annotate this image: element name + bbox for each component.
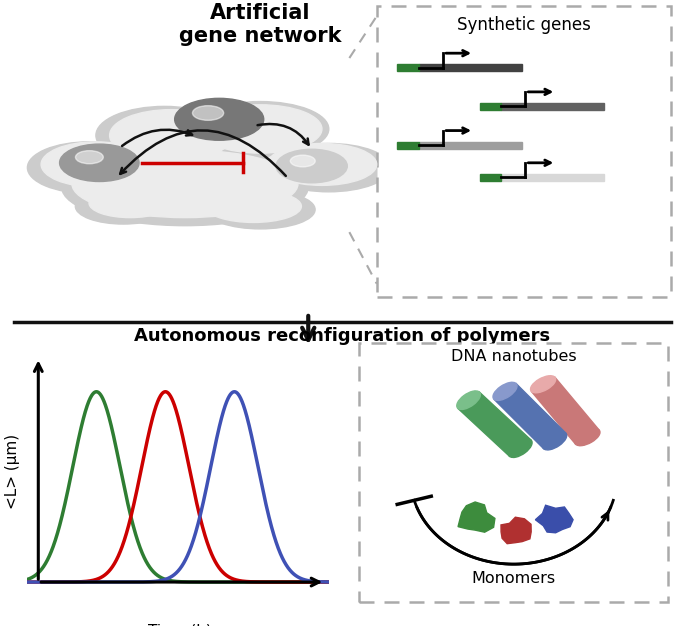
Ellipse shape [27, 142, 151, 193]
Polygon shape [501, 517, 531, 543]
Ellipse shape [530, 376, 556, 393]
Text: Monomers: Monomers [472, 571, 556, 586]
Circle shape [75, 151, 103, 164]
Ellipse shape [508, 439, 532, 458]
Ellipse shape [206, 190, 301, 222]
Bar [458, 392, 531, 456]
Ellipse shape [267, 143, 390, 192]
Circle shape [60, 144, 139, 182]
Bar [479, 174, 501, 181]
Text: <L> (μm): <L> (μm) [5, 434, 21, 509]
Bar [419, 141, 522, 148]
Text: DNA nanotubes: DNA nanotubes [451, 349, 577, 364]
Ellipse shape [575, 429, 600, 446]
Ellipse shape [192, 101, 329, 156]
Ellipse shape [199, 105, 322, 153]
Ellipse shape [72, 150, 298, 218]
Bar [419, 64, 522, 71]
FancyBboxPatch shape [377, 6, 671, 297]
Text: Autonomous reconfiguration of polymers: Autonomous reconfiguration of polymers [134, 327, 551, 345]
Ellipse shape [89, 188, 171, 218]
Ellipse shape [110, 110, 233, 162]
Ellipse shape [75, 188, 171, 224]
Ellipse shape [543, 432, 566, 450]
Circle shape [192, 106, 223, 120]
Ellipse shape [41, 142, 151, 187]
Polygon shape [458, 502, 495, 532]
Circle shape [175, 98, 264, 140]
Ellipse shape [457, 391, 480, 409]
Bar [501, 174, 604, 181]
Ellipse shape [267, 143, 377, 185]
Bar [479, 103, 501, 110]
Ellipse shape [493, 382, 517, 401]
Circle shape [290, 155, 315, 167]
Text: Synthetic genes: Synthetic genes [457, 16, 591, 34]
Text: Artificial
gene network: Artificial gene network [179, 3, 342, 46]
Circle shape [276, 149, 347, 183]
Bar [494, 384, 566, 449]
Ellipse shape [96, 106, 233, 165]
Bar [397, 64, 419, 71]
Bar [397, 141, 419, 148]
Bar [532, 377, 599, 444]
Text: Time (h): Time (h) [148, 624, 212, 626]
Ellipse shape [62, 148, 308, 226]
Ellipse shape [206, 190, 315, 229]
Bar [501, 103, 604, 110]
FancyBboxPatch shape [359, 344, 669, 602]
Polygon shape [536, 505, 573, 533]
